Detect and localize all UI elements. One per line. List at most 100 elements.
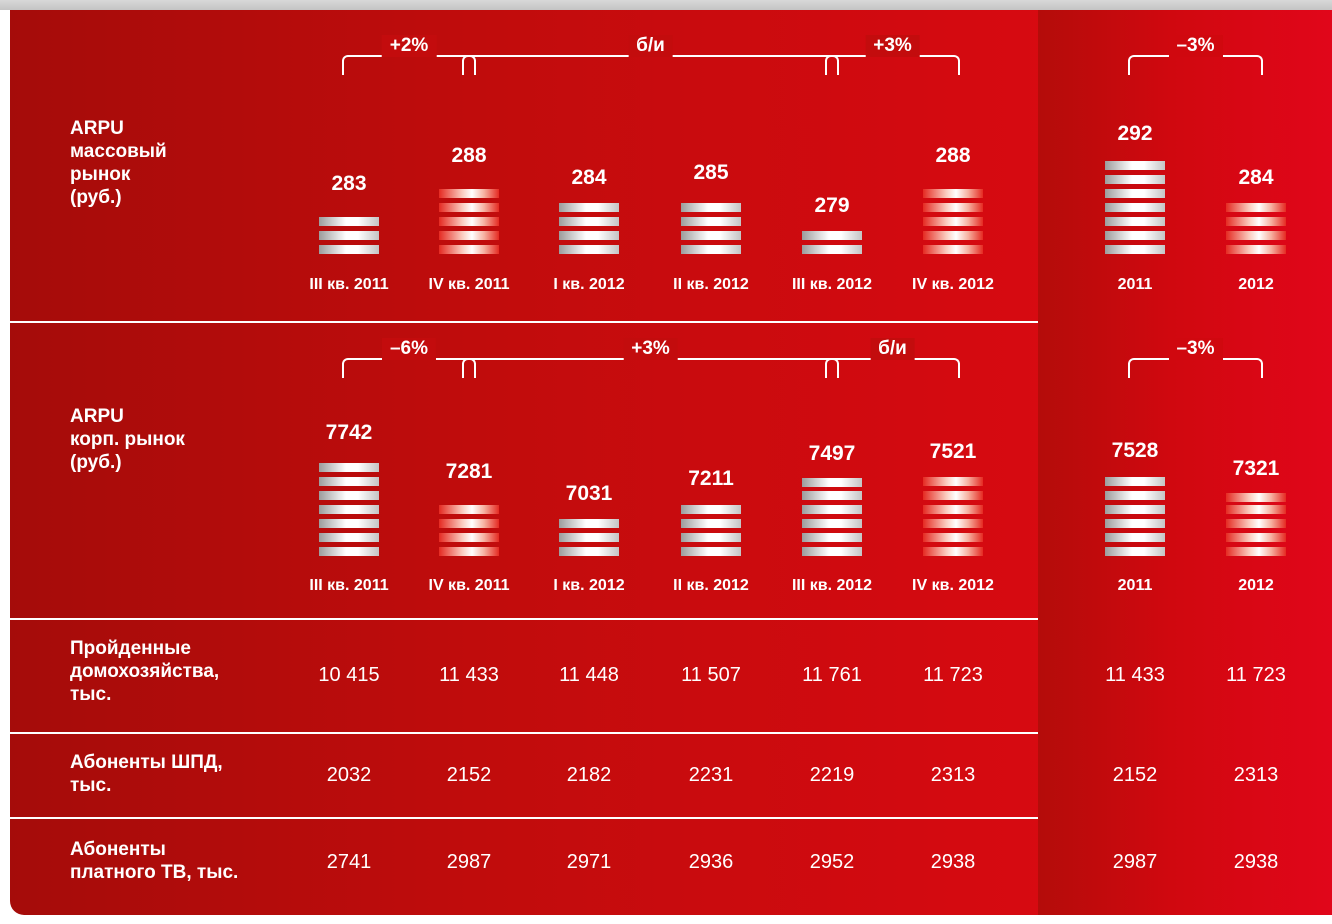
table-cell: 2938 [930,851,976,873]
table-cell: 2936 [688,851,734,873]
x-tick-label: IV кв. 2012 [912,276,994,293]
bar-value-label: 292 [1117,122,1153,145]
bar-stripe [559,533,619,542]
row-label-paytv: Абоненты платного ТВ, тыс. [70,839,239,883]
bar-stack [559,518,619,556]
bar-stripe [1226,533,1286,542]
bar-stripe [802,231,862,240]
bar-stripe [1105,189,1165,198]
table-cell: 11 433 [1105,664,1165,686]
bar-stripe [1105,505,1165,514]
row-label-arpu-mass: ARPU массовый рынок (руб.) [70,118,167,208]
table-cell: 2182 [566,764,612,786]
bar-stripe [681,519,741,528]
bar-value-label: 283 [331,172,367,195]
bar-stripe [319,533,379,542]
bar-value-label: 285 [693,161,729,184]
bar-stripe [1105,477,1165,486]
bar-stripe [559,217,619,226]
bar-stripe [439,533,499,542]
x-tick-label: 2012 [1238,577,1274,594]
bar-stripe [923,491,983,500]
change-bracket [1128,55,1263,75]
bar-value-label: 7521 [929,440,977,463]
bar-stripe [439,547,499,556]
table-cell: 11 723 [1226,664,1286,686]
bar-stripe [1105,203,1165,212]
bar-value-label: 7031 [565,482,613,505]
table-cell: 2741 [326,851,372,873]
top-gray-bar [0,0,1332,10]
x-tick-label: IV кв. 2011 [428,276,510,293]
bar-stripe [681,505,741,514]
bar-stack [439,180,499,254]
change-bracket [342,358,476,378]
bar-stripe [319,231,379,240]
bar-stack [559,202,619,254]
bar-stripe [923,505,983,514]
bar-stripe [439,231,499,240]
change-label: +3% [623,338,678,360]
bar-stripe [802,505,862,514]
change-label: –6% [381,338,437,360]
bar-stripe [1226,493,1286,502]
bar-stripe [439,203,499,212]
x-tick-label: 2011 [1117,577,1153,594]
bar-stripe [439,505,499,514]
bar-stripe [923,519,983,528]
bar-stripe [1105,491,1165,500]
bar-stripe [319,477,379,486]
change-bracket [825,358,960,378]
bar-stripe [802,547,862,556]
table-cell: 2987 [446,851,492,873]
change-bracket [825,55,960,75]
table-cell: 2952 [809,851,855,873]
bar-value-label: 7321 [1232,457,1280,480]
bar-stripe [319,491,379,500]
bar-value-label: 288 [935,144,971,167]
bar-stack [681,503,741,556]
bar-stripe [802,533,862,542]
bar-stripe [923,547,983,556]
bar-stripe [1105,533,1165,542]
bar-stack [923,180,983,254]
change-label: б/и [870,338,915,360]
x-tick-label: IV кв. 2011 [428,577,510,594]
bar-stripe [923,245,983,254]
bar-value-label: 284 [1238,166,1274,189]
bar-value-label: 288 [451,144,487,167]
bar-stripe [1105,231,1165,240]
bar-stripe [802,245,862,254]
bar-stripe [559,245,619,254]
change-label: –3% [1168,35,1223,57]
bar-stripe [559,519,619,528]
bar-stripe [923,533,983,542]
bar-value-label: 279 [814,194,850,217]
table-cell: 2032 [326,764,372,786]
change-bracket [1128,358,1263,378]
bar-stack [439,496,499,556]
table-cell: 2231 [688,764,734,786]
x-tick-label: III кв. 2011 [309,577,389,594]
bar-stripe [1226,217,1286,226]
bar-stripe [681,547,741,556]
bar-stripe [1226,245,1286,254]
row-label-households: Пройденные домохозяйства, тыс. [70,638,220,705]
bar-stripe [802,491,862,500]
bar-stack [923,476,983,556]
bar-stripe [681,203,741,212]
bar-value-label: 284 [571,166,607,189]
bar-stripe [1105,245,1165,254]
change-bracket [462,358,839,378]
row-label-arpu-corporate: ARPU корп. рынок (руб.) [70,406,185,473]
table-cell: 11 448 [559,664,619,686]
table-cell: 2152 [446,764,492,786]
x-tick-label: II кв. 2012 [673,276,749,293]
bar-stripe [439,217,499,226]
table-cell: 11 761 [802,664,862,686]
change-bracket [342,55,476,75]
x-tick-label: II кв. 2012 [673,577,749,594]
bar-stripe [923,203,983,212]
bar-stripe [802,519,862,528]
bar-stripe [559,231,619,240]
